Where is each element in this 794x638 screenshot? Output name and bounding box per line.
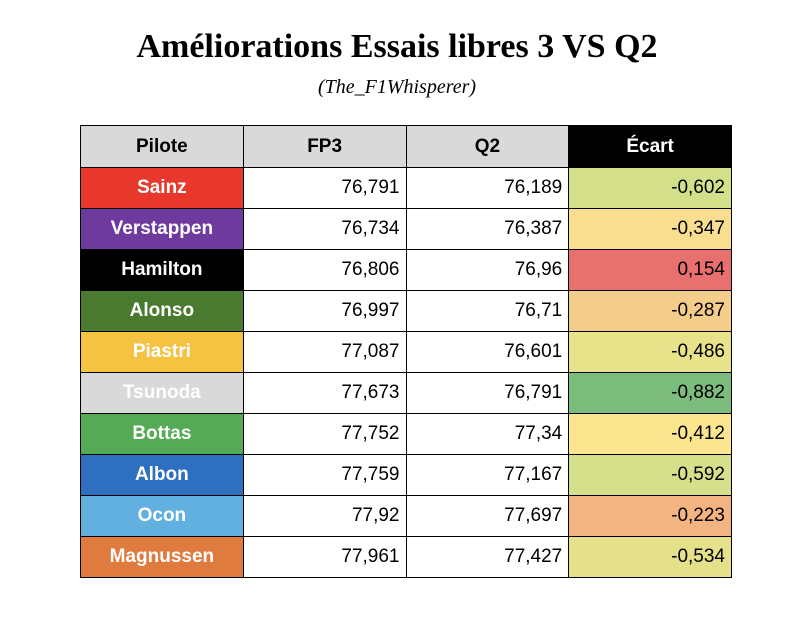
header-row: Pilote FP3 Q2 Écart [80, 125, 732, 168]
value-cell: 77,961 [242, 536, 407, 578]
subtitle: (The_F1Whisperer) [317, 76, 477, 98]
value-cell: -0,486 [568, 331, 732, 373]
value-cell: 77,087 [242, 331, 407, 373]
pilot-cell: Bottas [80, 413, 244, 455]
value-cell: 77,752 [242, 413, 407, 455]
value-cell: -0,602 [568, 167, 732, 209]
pilot-cell: Piastri [80, 331, 244, 373]
value-cell: -0,592 [568, 454, 732, 496]
title: Améliorations Essais libres 3 VS Q2 [136, 28, 658, 65]
value-cell: 76,71 [405, 290, 570, 332]
column-header: Pilote [80, 125, 244, 168]
pilot-cell: Magnussen [80, 536, 244, 578]
table-body: Sainz 76,791 76,189 -0,602 Verstappen 76,734 7… [80, 167, 732, 578]
value-cell: -0,412 [568, 413, 732, 455]
value-cell: 77,427 [405, 536, 570, 578]
value-cell: 77,697 [405, 495, 570, 537]
value-cell: 77,92 [242, 495, 407, 537]
value-cell: 77,34 [405, 413, 570, 455]
value-cell: 0,154 [568, 249, 732, 291]
column-header: FP3 [242, 125, 407, 168]
value-cell: 76,791 [405, 372, 570, 414]
column-header: Q2 [405, 125, 570, 168]
value-cell: -0,534 [568, 536, 732, 578]
table-row: Tsunoda 77,673 76,791 -0,882 [80, 372, 732, 414]
value-cell: 76,387 [405, 208, 570, 250]
table-row: Ocon 77,92 77,697 -0,223 [80, 495, 732, 537]
value-cell: 77,673 [242, 372, 407, 414]
value-cell: 76,96 [405, 249, 570, 291]
column-header: Écart [568, 125, 732, 168]
table-row: Alonso 76,997 76,71 -0,287 [80, 290, 732, 332]
value-cell: -0,882 [568, 372, 732, 414]
table-row: Verstappen 76,734 76,387 -0,347 [80, 208, 732, 250]
value-cell: 76,734 [242, 208, 407, 250]
pilot-cell: Hamilton [80, 249, 244, 291]
pilot-cell: Verstappen [80, 208, 244, 250]
table-row: Bottas 77,752 77,34 -0,412 [80, 413, 732, 455]
pilot-cell: Alonso [80, 290, 244, 332]
value-cell: 77,167 [405, 454, 570, 496]
value-cell: 77,759 [242, 454, 407, 496]
value-cell: 76,791 [242, 167, 407, 209]
table: Pilote FP3 Q2 Écart Sainz 76,791 76,189 -0,602… [80, 125, 732, 578]
value-cell: 76,806 [242, 249, 407, 291]
value-cell: 76,601 [405, 331, 570, 373]
pilot-cell: Tsunoda [80, 372, 244, 414]
pilot-cell: Albon [80, 454, 244, 496]
value-cell: -0,223 [568, 495, 732, 537]
table-row: Piastri 77,087 76,601 -0,486 [80, 331, 732, 373]
table-row: Sainz 76,791 76,189 -0,602 [80, 167, 732, 209]
value-cell: 76,189 [405, 167, 570, 209]
pilot-cell: Ocon [80, 495, 244, 537]
table-row: Albon 77,759 77,167 -0,592 [80, 454, 732, 496]
value-cell: -0,287 [568, 290, 732, 332]
value-cell: -0,347 [568, 208, 732, 250]
value-cell: 76,997 [242, 290, 407, 332]
table-row: Magnussen 77,961 77,427 -0,534 [80, 536, 732, 578]
table-row: Hamilton 76,806 76,96 0,154 [80, 249, 732, 291]
pilot-cell: Sainz [80, 167, 244, 209]
